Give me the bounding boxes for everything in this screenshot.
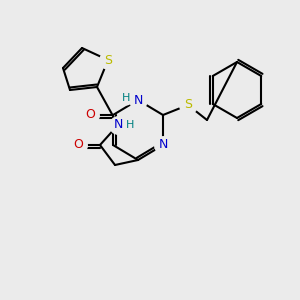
Text: N: N bbox=[158, 139, 168, 152]
Text: O: O bbox=[73, 139, 83, 152]
Text: H: H bbox=[126, 120, 134, 130]
Text: S: S bbox=[104, 53, 112, 67]
Text: N: N bbox=[113, 118, 123, 131]
Text: S: S bbox=[184, 98, 192, 112]
Text: H: H bbox=[122, 93, 130, 103]
Text: O: O bbox=[85, 109, 95, 122]
Text: N: N bbox=[133, 94, 143, 106]
